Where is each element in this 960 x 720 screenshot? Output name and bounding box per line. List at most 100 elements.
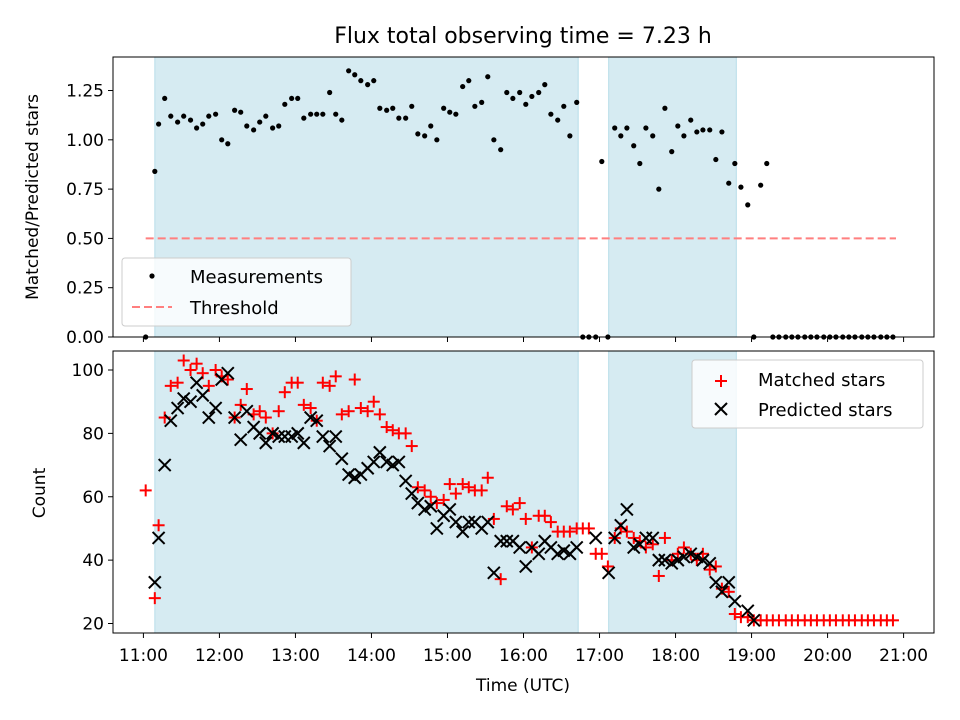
measurement-point [510,95,516,102]
predicted-star-point [297,436,311,450]
predicted-star-point [715,585,729,599]
predicted-marker-b [652,553,666,567]
measurement-point [232,107,238,113]
measurement-point [700,127,706,133]
matched-star-point [348,373,361,386]
predicted-marker-b [316,429,330,444]
legend-marker-measurements [149,273,155,279]
matched-star-point [424,490,437,503]
predicted-marker-b [614,518,628,532]
matched-star-point [367,395,380,408]
predicted-marker-b [367,455,381,469]
measurement-point [225,141,231,147]
predicted-star-point [253,426,267,441]
predicted-star-point [747,613,761,628]
predicted-marker-b [335,452,349,466]
predicted-star-point [424,499,438,513]
measurement-point [327,89,333,96]
predicted-star-point [455,524,470,539]
measurement-point [152,168,158,174]
predicted-marker-b [259,436,273,450]
measurement-point [251,127,257,133]
legend-marker-predicted [714,402,728,416]
predicted-marker-b [512,540,527,555]
legend-label-matched: Matched stars [758,370,885,391]
measurement-point [187,117,194,123]
measurement-point [567,133,573,139]
measurement-point [637,160,643,167]
measurement-point [162,95,168,102]
measurement-point [662,105,668,111]
predicted-star-point [392,455,406,469]
matched-star-point [272,405,285,418]
predicted-marker-b [322,439,337,453]
matched-star-point [380,421,393,434]
shaded-interval-2 [608,56,737,338]
measurement-point [270,125,276,131]
predicted-star-point [519,559,533,574]
predicted-star-point [652,553,666,567]
measurement-point [624,125,630,131]
predicted-marker-b [303,410,318,425]
predicted-marker-b [677,550,691,564]
measurement-point [213,111,219,117]
measurement-point [517,89,523,96]
measurement-point [320,111,326,117]
matched-star-point [354,402,367,415]
measurement-point [181,113,187,119]
predicted-marker-b [227,410,242,425]
measurement-point [561,103,567,109]
predicted-marker-b [202,410,216,425]
matched-star-point [139,484,152,497]
ratio-legend: Measurements Threshold [121,257,352,327]
predicted-star-point [493,534,508,548]
y-tick-label: 1.25 [66,82,104,102]
predicted-marker-b [253,426,267,441]
matched-star-point [190,357,203,370]
matched-star-point [658,531,671,544]
measurement-point [548,111,554,117]
matched-star-point [500,500,513,513]
predicted-marker-b [221,366,235,380]
measurement-point [377,105,383,111]
predicted-star-point [170,401,185,415]
y-tick-label: 20 [82,614,104,634]
matched-star-point [601,560,614,573]
shaded-interval-1 [154,350,579,634]
matched-star-point [513,497,526,510]
predicted-marker-b [531,547,546,561]
matched-star-point [481,471,494,484]
matched-star-point [323,379,336,392]
predicted-marker-b [684,547,698,561]
matched-star-point [411,481,424,494]
matched-star-point [291,376,304,389]
predicted-marker-b [157,458,172,472]
predicted-marker-b [455,524,470,539]
predicted-star-point [221,366,235,380]
predicted-star-point [677,550,691,564]
measurement-point [485,74,491,80]
predicted-star-point [512,540,527,555]
predicted-star-point [443,502,457,517]
predicted-marker-b [570,540,584,555]
predicted-marker-b [430,521,444,536]
matched-star-point [221,373,234,386]
x-tick-label: 14:00 [347,646,396,666]
matched-star-point [329,370,342,383]
predicted-marker-b [544,540,558,555]
measurement-point [263,113,269,119]
measurement-point [612,125,618,131]
x-tick-label: 17:00 [575,646,624,666]
predicted-star-point [620,502,634,517]
predicted-star-point [335,452,349,466]
matched-star-point [620,525,633,538]
predicted-star-point [164,414,178,428]
predicted-marker-b [170,401,185,415]
measurement-point [352,72,358,78]
predicted-star-point [722,575,736,590]
matched-star-point [234,398,247,411]
measurement-point [289,95,295,102]
predicted-star-point [658,553,672,567]
y-tick-label: 60 [82,488,104,508]
